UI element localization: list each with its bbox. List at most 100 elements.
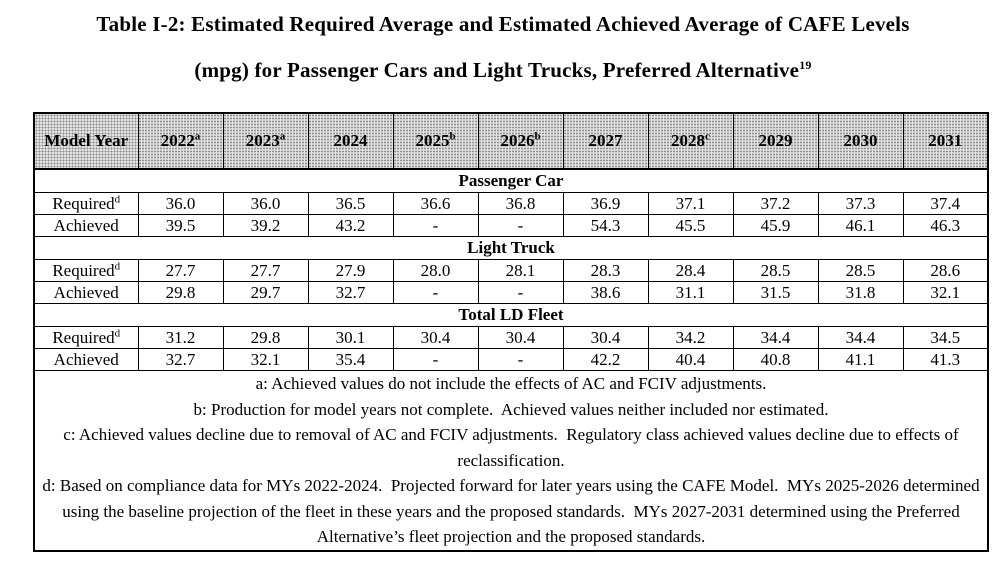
- section-band-row: Passenger Car: [33, 168, 989, 193]
- data-cell: 37.4: [902, 192, 989, 215]
- data-cell: 28.5: [817, 259, 904, 282]
- year-label: 2023: [245, 131, 280, 151]
- year-footnote-sup: b: [534, 130, 541, 143]
- footnote: d: Based on compliance data for MYs 2022…: [42, 476, 984, 546]
- data-cell: 37.2: [732, 192, 819, 215]
- row-label: Achieved: [53, 349, 119, 369]
- row-label: Achieved: [53, 215, 119, 235]
- section-title: Light Truck: [33, 236, 989, 260]
- table-title-line1: Table I-2: Estimated Required Average an…: [96, 12, 910, 36]
- data-cell: 46.3: [902, 214, 989, 237]
- data-cell: 40.4: [647, 348, 734, 371]
- row-label: Required: [52, 193, 115, 213]
- row-label-cell: Achieved: [33, 281, 139, 304]
- data-cell: 27.7: [222, 259, 309, 282]
- data-cell: 32.1: [222, 348, 309, 371]
- year-header-cell: 2027: [562, 112, 649, 170]
- data-cell: 30.4: [477, 326, 564, 349]
- table-row: Achieved 32.7 32.1 35.4- -42.2 40.4 40.8 41.1 41…: [33, 348, 989, 371]
- year-label: 2027: [588, 131, 623, 151]
- year-footnote-sup: a: [194, 130, 201, 143]
- title-footnote-ref: 19: [799, 58, 812, 72]
- data-cell: 43.2: [307, 214, 394, 237]
- data-cell: 32.7: [307, 281, 394, 304]
- data-cell: 45.5: [647, 214, 734, 237]
- data-cell: 31.8: [817, 281, 904, 304]
- year-label: 2030: [843, 131, 878, 151]
- year-header-cell: 2030: [817, 112, 904, 170]
- data-cell: 36.9: [562, 192, 649, 215]
- data-cell: 46.1: [817, 214, 904, 237]
- data-cell: 28.5: [732, 259, 819, 282]
- table-row: Achieved 39.5 39.2 43.2- -54.3 45.5 45.9 46.1 46…: [33, 214, 989, 237]
- data-cell: -: [477, 214, 564, 237]
- data-cell: 31.5: [732, 281, 819, 304]
- row-label: Required: [52, 260, 115, 280]
- data-cell: 40.8: [732, 348, 819, 371]
- data-cell: 45.9: [732, 214, 819, 237]
- year-header-cell: 2025b: [392, 112, 479, 170]
- row-label-cell: Achieved: [33, 348, 139, 371]
- row-label-cell: Requiredd: [33, 326, 139, 349]
- data-cell: 42.2: [562, 348, 649, 371]
- data-cell: 28.6: [902, 259, 989, 282]
- data-cell: -: [392, 214, 479, 237]
- row-label: Required: [52, 327, 115, 347]
- data-cell: 31.2: [137, 326, 224, 349]
- model-year-header-cell: Model Year: [33, 112, 139, 170]
- year-label: 2031: [928, 131, 963, 151]
- data-cell: 28.3: [562, 259, 649, 282]
- footnotes-row: a: Achieved values do not include the ef…: [33, 370, 989, 551]
- year-label: 2025: [415, 131, 450, 151]
- data-cell: -: [477, 348, 564, 371]
- data-cell: 31.1: [647, 281, 734, 304]
- row-footnote-sup: d: [114, 259, 121, 272]
- footnotes-cell: a: Achieved values do not include the ef…: [33, 370, 989, 551]
- year-header-cell: 2031: [902, 112, 989, 170]
- year-header-cell: 2029: [732, 112, 819, 170]
- data-cell: 37.3: [817, 192, 904, 215]
- data-cell: 36.6: [392, 192, 479, 215]
- row-label: Achieved: [53, 282, 119, 302]
- table-row: Requiredd 27.7 27.7 27.9 28.0 28.1 28.3 28.4 28.…: [33, 259, 989, 282]
- row-label-cell: Achieved: [33, 214, 139, 237]
- data-cell: 30.1: [307, 326, 394, 349]
- data-cell: 36.0: [222, 192, 309, 215]
- data-cell: -: [392, 281, 479, 304]
- data-cell: 32.1: [902, 281, 989, 304]
- year-header-cell: 2028c: [647, 112, 734, 170]
- table-title-line2-text: (mpg) for Passenger Cars and Light Truck…: [194, 58, 800, 82]
- table-title-line2: (mpg) for Passenger Cars and Light Truck…: [0, 58, 1006, 83]
- data-cell: 34.4: [732, 326, 819, 349]
- data-cell: 28.0: [392, 259, 479, 282]
- data-cell: 36.5: [307, 192, 394, 215]
- table-head: Model Year 2022a 2023a 2024 2025b 2026b 2027 20…: [33, 112, 989, 170]
- data-cell: 41.3: [902, 348, 989, 371]
- data-cell: 32.7: [137, 348, 224, 371]
- data-cell: 27.9: [307, 259, 394, 282]
- data-cell: 34.2: [647, 326, 734, 349]
- data-cell: -: [477, 281, 564, 304]
- data-cell: 27.7: [137, 259, 224, 282]
- data-cell: 30.4: [562, 326, 649, 349]
- year-footnote-sup: a: [279, 130, 286, 143]
- table-row: Requiredd 31.2 29.8 30.1 30.4 30.4 30.4 34.2 34.…: [33, 326, 989, 349]
- section-title: Total LD Fleet: [33, 303, 989, 327]
- year-label: 2024: [333, 131, 368, 151]
- data-cell: 29.7: [222, 281, 309, 304]
- data-cell: 34.5: [902, 326, 989, 349]
- data-cell: 37.1: [647, 192, 734, 215]
- data-cell: 38.6: [562, 281, 649, 304]
- section-band-row: Total LD Fleet: [33, 303, 989, 327]
- year-header-cell: 2023a: [222, 112, 309, 170]
- data-cell: 36.8: [477, 192, 564, 215]
- footnote: c: Achieved values decline due to remova…: [63, 425, 963, 470]
- data-cell: 29.8: [137, 281, 224, 304]
- year-header-cell: 2026b: [477, 112, 564, 170]
- row-footnote-sup: d: [114, 326, 121, 339]
- year-label: 2028: [671, 131, 706, 151]
- data-cell: 39.5: [137, 214, 224, 237]
- year-label: 2029: [758, 131, 793, 151]
- section-title: Passenger Car: [33, 168, 989, 193]
- data-cell: 54.3: [562, 214, 649, 237]
